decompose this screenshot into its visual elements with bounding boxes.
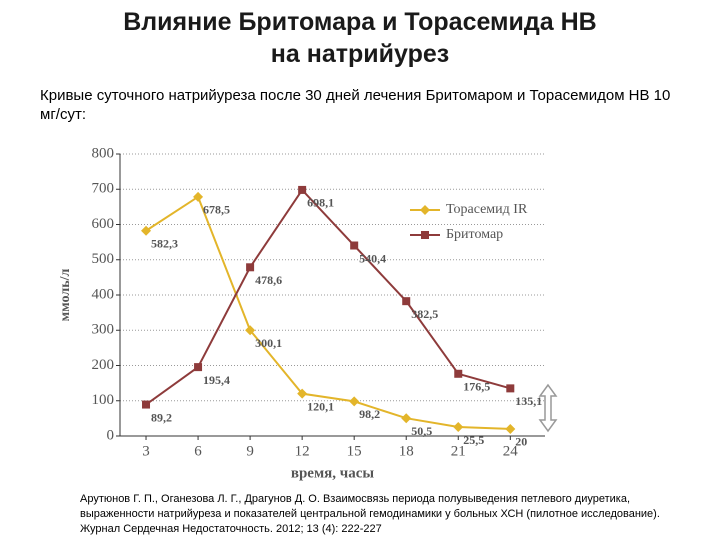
y-tick-label: 500 xyxy=(92,251,115,267)
y-axis-label: ммоль/л xyxy=(58,269,73,322)
x-tick-label: 24 xyxy=(503,443,519,459)
data-point xyxy=(193,191,204,202)
data-label: 176,5 xyxy=(463,380,490,394)
x-tick-label: 3 xyxy=(142,443,150,459)
x-tick-label: 6 xyxy=(194,443,202,459)
data-point xyxy=(401,413,412,424)
subtitle: Кривые суточного натрийуреза после 30 дн… xyxy=(40,87,671,123)
series-line xyxy=(145,195,511,430)
y-tick-label: 600 xyxy=(92,216,115,232)
legend-marker xyxy=(420,205,430,215)
y-tick-label: 700 xyxy=(92,181,115,197)
data-point xyxy=(505,423,516,434)
data-label: 382,5 xyxy=(411,307,438,321)
series-line xyxy=(145,188,511,406)
data-label: 135,1 xyxy=(515,394,542,408)
data-point xyxy=(142,400,151,409)
data-point xyxy=(454,369,463,378)
data-point xyxy=(506,384,515,393)
data-label: 582,3 xyxy=(151,236,178,250)
double-arrow-icon xyxy=(538,383,558,433)
x-tick-label: 9 xyxy=(246,443,254,459)
data-label: 478,6 xyxy=(255,273,282,287)
y-tick-label: 800 xyxy=(92,145,115,161)
y-tick-label: 200 xyxy=(92,357,115,373)
data-point xyxy=(402,297,411,306)
data-label: 698,1 xyxy=(307,196,334,210)
data-point xyxy=(350,241,359,250)
x-tick-label: 21 xyxy=(451,443,466,459)
legend-label: Бритомар xyxy=(446,227,503,242)
data-point xyxy=(297,388,308,399)
y-tick-label: 300 xyxy=(92,322,115,338)
data-label: 300,1 xyxy=(255,336,282,350)
x-tick-label: 12 xyxy=(295,443,310,459)
y-tick-label: 400 xyxy=(92,286,115,302)
x-tick-label: 15 xyxy=(347,443,362,459)
data-label: 120,1 xyxy=(307,399,334,413)
data-point xyxy=(349,396,360,407)
x-axis-label: время, часы xyxy=(291,465,375,481)
data-label: 20 xyxy=(515,435,527,449)
data-label: 678,5 xyxy=(203,203,230,217)
legend-marker xyxy=(421,231,429,239)
data-point xyxy=(246,263,255,272)
data-label: 50,5 xyxy=(411,424,432,438)
data-label: 89,2 xyxy=(151,410,172,424)
data-label: 98,2 xyxy=(359,407,380,421)
data-point xyxy=(298,185,307,194)
x-tick-label: 18 xyxy=(399,443,414,459)
y-tick-label: 0 xyxy=(107,427,115,443)
reference: Арутюнов Г. П., Оганезова Л. Г., Драгуно… xyxy=(80,493,660,535)
data-point xyxy=(245,325,256,336)
data-label: 540,4 xyxy=(359,251,386,265)
data-label: 195,4 xyxy=(203,373,230,387)
data-point xyxy=(141,225,152,236)
data-point xyxy=(194,363,203,372)
chart: 0 100 200 300 400 500 600 700 800 3 6 9 12 15 18 21 24 вр… xyxy=(58,145,558,481)
legend-label: Торасемид IR xyxy=(446,202,528,217)
slide-title: на натрийурез xyxy=(270,40,450,68)
slide-title: Влияние Бритомара и Торасемида НВ xyxy=(123,8,597,36)
y-tick-label: 100 xyxy=(92,392,115,408)
data-point xyxy=(453,422,464,433)
data-label: 25,5 xyxy=(463,433,484,447)
